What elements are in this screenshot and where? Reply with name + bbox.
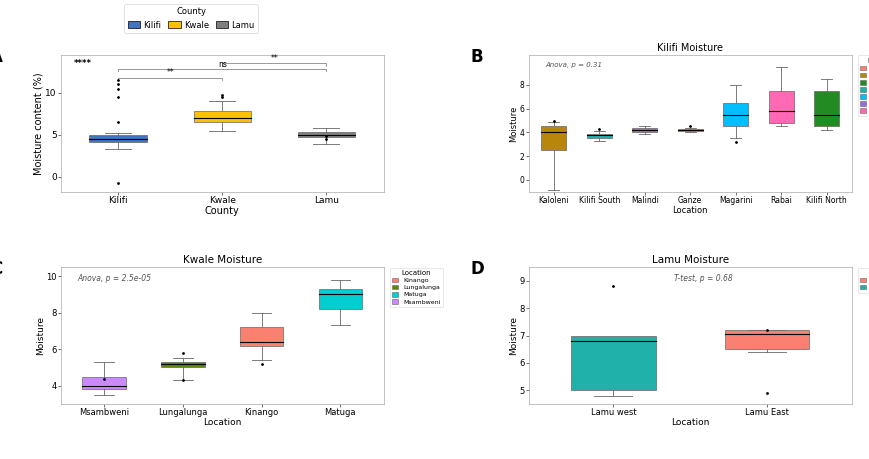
X-axis label: Location: Location [671,419,709,427]
Y-axis label: Moisture content (%): Moisture content (%) [34,72,43,175]
Bar [541,126,567,150]
Bar [769,91,793,123]
X-axis label: County: County [205,207,240,217]
Bar [725,330,809,349]
Bar [298,132,355,137]
Bar [571,336,655,390]
Y-axis label: Moisture: Moisture [509,316,518,355]
Text: A: A [0,48,3,66]
Bar [162,362,204,368]
Legend: Kinango, Lungalunga, Matuga, Msambweni: Kinango, Lungalunga, Matuga, Msambweni [390,268,443,307]
Text: C: C [0,260,2,278]
Text: **: ** [166,68,174,77]
Text: **: ** [270,54,278,63]
Title: Kilifi Moisture: Kilifi Moisture [657,43,723,53]
Text: D: D [471,260,485,278]
Text: ****: **** [74,59,92,68]
Y-axis label: Moisture: Moisture [36,316,45,355]
Bar [814,91,839,126]
Y-axis label: Moisture: Moisture [509,105,519,142]
Text: B: B [471,48,483,66]
Bar [723,103,748,126]
Title: Lamu Moisture: Lamu Moisture [652,255,729,265]
Legend: Ganze, Kaloleni, Kilifi North, Kilifi South, Magarini, Malindi, Rabai: Ganze, Kaloleni, Kilifi North, Kilifi So… [858,56,869,116]
Text: T-test, p = 0.68: T-test, p = 0.68 [674,274,733,283]
Legend: Lamu East, Lamu west: Lamu East, Lamu west [858,268,869,293]
Text: Anova, p = 2.5e-05: Anova, p = 2.5e-05 [77,274,151,283]
Bar [83,376,126,389]
Bar [240,327,283,346]
Bar [319,289,362,309]
Bar [587,134,612,138]
X-axis label: Location: Location [203,419,242,427]
X-axis label: Location: Location [673,207,708,215]
Bar [194,112,251,122]
Legend: Kilifi, Kwale, Lamu: Kilifi, Kwale, Lamu [124,4,258,33]
Text: ns: ns [218,60,227,69]
Bar [633,128,657,132]
Bar [90,135,147,142]
Text: Anova, p = 0.31: Anova, p = 0.31 [545,62,602,68]
Title: Kwale Moisture: Kwale Moisture [182,255,262,265]
Bar [678,129,703,131]
